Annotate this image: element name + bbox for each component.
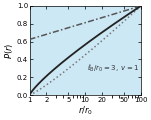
Y-axis label: $P(r)$: $P(r)$ — [3, 42, 15, 59]
X-axis label: $r/r_0$: $r/r_0$ — [78, 104, 93, 117]
Text: $\ell_\mathrm{B}/r_0 = 3,\ v = 1$: $\ell_\mathrm{B}/r_0 = 3,\ v = 1$ — [87, 63, 140, 74]
